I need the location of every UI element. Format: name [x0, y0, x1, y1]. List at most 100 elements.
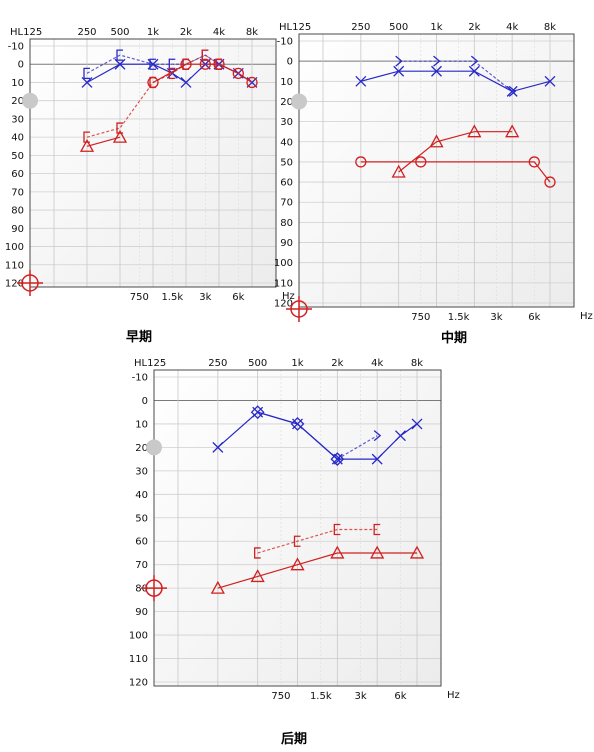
series-line [360, 70, 551, 93]
data-point [470, 55, 479, 67]
x-unit-label: Hz [282, 291, 295, 302]
data-point [506, 85, 518, 97]
data-point [415, 156, 427, 168]
x-top-tick-label: 4k [371, 358, 383, 369]
y-tick-label: 60 [280, 178, 293, 189]
data-point [330, 545, 345, 559]
series-line [257, 528, 378, 554]
series-chevron [395, 55, 517, 97]
x-bottom-tick-label: 3k [199, 292, 211, 303]
series-line [360, 161, 551, 183]
data-point [290, 417, 305, 431]
y-tick-label: 30 [280, 117, 293, 128]
data-point [246, 76, 258, 89]
data-point [293, 535, 301, 547]
x-top-tick-label: 250 [351, 22, 370, 33]
data-point [431, 65, 442, 77]
series-line [398, 131, 513, 173]
y-tick-label: 70 [280, 198, 293, 209]
data-point [114, 58, 126, 70]
data-point [373, 523, 381, 536]
y-tick-label: 120 [5, 279, 24, 290]
series-line [336, 435, 378, 460]
x-unit-label: Hz [447, 690, 460, 701]
y-tick-label: 90 [280, 238, 293, 249]
data-point [393, 65, 405, 77]
data-point [391, 164, 406, 178]
plot-frame [298, 33, 575, 308]
data-point [215, 58, 222, 70]
x-top-tick-label: 1k [430, 22, 442, 33]
x-top-tick-label: 8k [411, 358, 423, 369]
data-point [333, 523, 341, 536]
series-circle [355, 156, 556, 188]
data-point [254, 547, 261, 559]
y-tick-label: 0 [142, 396, 148, 407]
data-point [116, 122, 123, 134]
x-top-tick-label: 4k [506, 22, 518, 33]
data-point [395, 430, 406, 442]
y-tick-label: 120 [129, 678, 148, 689]
caption-middle: 中期 [441, 331, 468, 346]
series-bracket [254, 523, 381, 559]
target-crosshair-icon [17, 270, 43, 296]
series-line [217, 552, 417, 589]
data-point [168, 58, 176, 70]
x-bottom-tick-label: 6k [528, 312, 540, 323]
y-tick-label: 120 [274, 299, 293, 310]
x-top-tick-label: 250 [208, 358, 227, 369]
data-point [79, 138, 95, 152]
y-tick-label: 50 [11, 151, 24, 162]
x-bottom-tick-label: 6k [394, 691, 406, 702]
x-bottom-tick-label: 750 [271, 691, 290, 702]
target-crosshair-icon [141, 575, 167, 602]
y-tick-label: 90 [135, 607, 148, 618]
y-tick-label: 80 [135, 584, 148, 595]
plot-frame [29, 38, 277, 288]
data-point [544, 75, 556, 87]
y-tick-label: 70 [135, 560, 148, 571]
data-point [290, 557, 305, 571]
y-tick-label: 110 [274, 278, 293, 289]
data-point [373, 430, 382, 442]
data-point [232, 67, 244, 79]
data-point [201, 49, 209, 61]
y-tick-label: 20 [11, 96, 24, 107]
x-top-tick-label: HL125 [10, 27, 42, 38]
y-tick-label: 80 [280, 218, 293, 229]
x-bottom-tick-label: 3k [355, 691, 367, 702]
data-point [112, 129, 128, 143]
y-tick-label: 100 [5, 242, 24, 253]
level-marker [22, 92, 38, 109]
y-tick-label: -10 [277, 37, 293, 48]
y-tick-label: 30 [11, 114, 24, 125]
x-top-tick-label: 8k [544, 22, 556, 33]
series-line [257, 411, 338, 460]
y-tick-label: 100 [274, 258, 293, 269]
data-point [467, 124, 482, 138]
level-marker [291, 93, 307, 110]
series-triangle [391, 124, 520, 178]
series-line [86, 136, 121, 147]
y-tick-label: 60 [11, 169, 24, 180]
series-line [86, 54, 220, 138]
data-point [433, 55, 441, 67]
y-tick-label: 60 [135, 537, 148, 548]
data-point [182, 58, 189, 70]
data-point [505, 124, 520, 138]
series-bracket [83, 49, 222, 143]
x-bottom-tick-label: 1.5k [161, 292, 183, 303]
series-cross [355, 65, 556, 97]
y-tick-label: 110 [5, 260, 24, 271]
y-tick-label: 0 [18, 60, 24, 71]
data-point [355, 75, 367, 87]
x-bottom-tick-label: 1.5k [448, 312, 470, 323]
data-point [250, 405, 265, 420]
data-point [149, 58, 156, 70]
x-top-tick-label: 2k [468, 22, 480, 33]
y-tick-label: 10 [280, 77, 293, 88]
y-tick-label: 70 [11, 187, 24, 198]
data-point [180, 77, 192, 88]
data-point [168, 67, 176, 79]
y-tick-label: 30 [135, 466, 148, 477]
